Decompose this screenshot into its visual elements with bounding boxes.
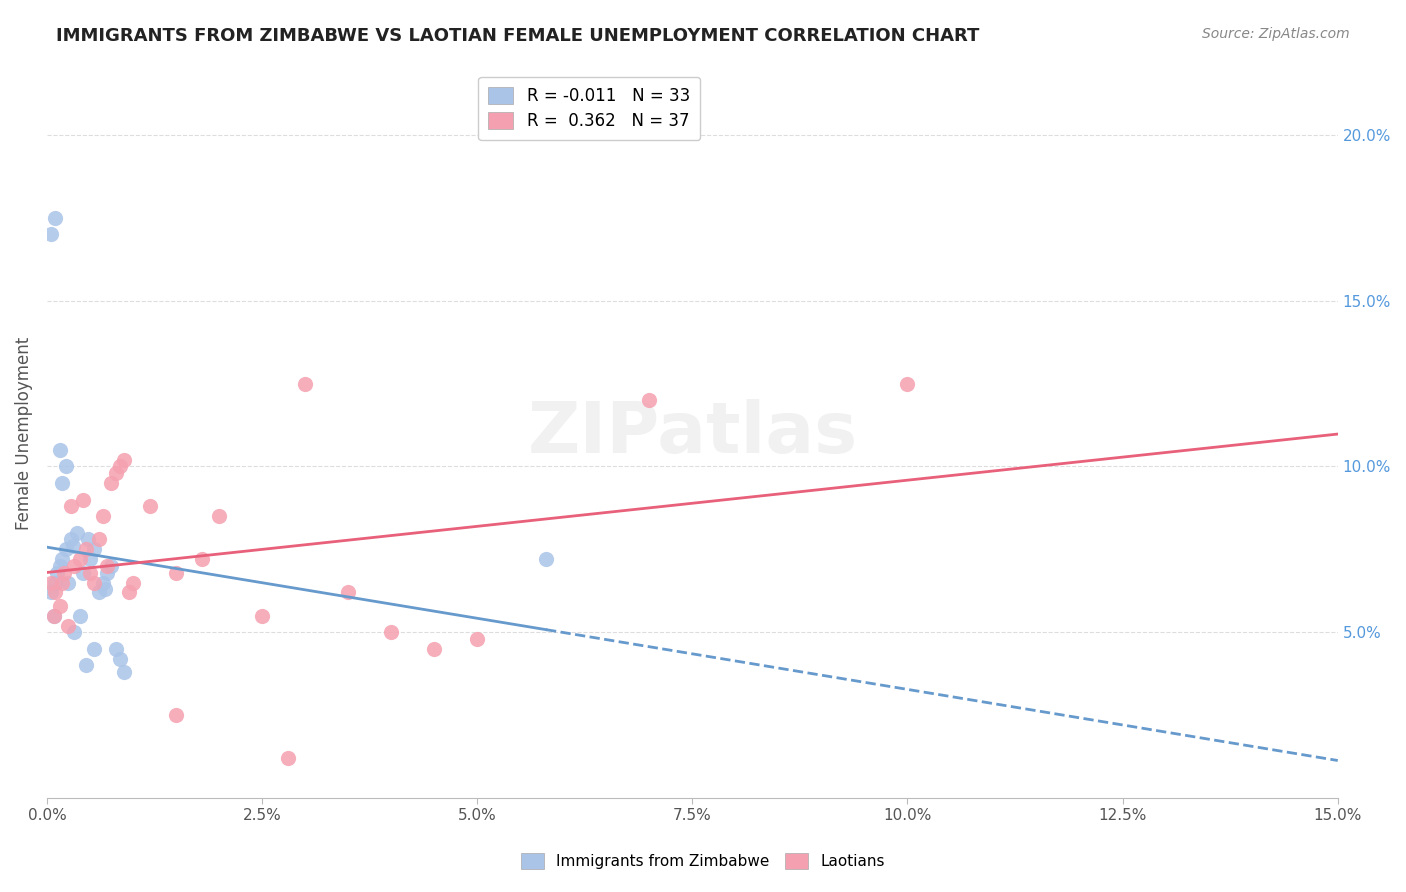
Point [42,608,65,623]
Point [91,575,114,590]
Point [83,575,105,590]
Point [79,552,101,566]
Point [53,566,76,580]
Point [69,608,91,623]
Text: Source: ZipAtlas.com: Source: ZipAtlas.com [1202,27,1350,41]
Point [465,632,488,646]
Point [51,476,73,491]
Text: ZIPatlas: ZIPatlas [527,399,858,467]
Point [62,539,84,553]
Point [100,476,122,491]
Point [63,558,86,573]
Y-axis label: Female Unemployment: Female Unemployment [15,336,32,530]
Point [72,566,94,580]
Point [534,552,557,566]
Point [63,625,86,640]
Point [91,509,114,524]
Point [112,452,135,467]
Point [75,658,97,673]
Point [59,500,82,514]
Point [638,393,661,408]
Point [77,533,100,547]
Point [66,525,89,540]
Point [87,533,110,547]
Point [277,751,299,765]
Point [139,500,162,514]
Point [104,466,127,480]
Point [58,618,80,632]
Point [208,509,231,524]
Point [46,566,69,580]
Point [44,211,66,225]
Legend: R = -0.011   N = 33, R =  0.362   N = 37: R = -0.011 N = 33, R = 0.362 N = 37 [478,77,700,140]
Point [191,552,214,566]
Point [42,608,65,623]
Point [108,459,131,474]
Point [75,542,97,557]
Point [896,376,918,391]
Text: IMMIGRANTS FROM ZIMBABWE VS LAOTIAN FEMALE UNEMPLOYMENT CORRELATION CHART: IMMIGRANTS FROM ZIMBABWE VS LAOTIAN FEMA… [56,27,980,45]
Point [294,376,316,391]
Point [112,665,135,679]
Point [55,542,77,557]
Point [100,558,122,573]
Point [39,585,62,599]
Point [39,575,62,590]
Point [96,566,118,580]
Point [117,585,139,599]
Point [51,575,73,590]
Point [165,566,187,580]
Point [104,641,127,656]
Point [72,492,94,507]
Point [122,575,145,590]
Point [49,442,72,457]
Point [108,652,131,666]
Point [337,585,360,599]
Point [83,542,105,557]
Point [165,708,187,723]
Point [59,533,82,547]
Point [39,227,62,242]
Legend: Immigrants from Zimbabwe, Laotians: Immigrants from Zimbabwe, Laotians [515,847,891,875]
Point [51,552,73,566]
Point [49,558,72,573]
Point [49,599,72,613]
Point [44,585,66,599]
Point [55,459,77,474]
Point [423,641,446,656]
Point [250,608,273,623]
Point [94,582,117,596]
Point [69,552,91,566]
Point [96,558,118,573]
Point [83,641,105,656]
Point [79,566,101,580]
Point [58,575,80,590]
Point [380,625,402,640]
Point [44,575,66,590]
Point [87,585,110,599]
